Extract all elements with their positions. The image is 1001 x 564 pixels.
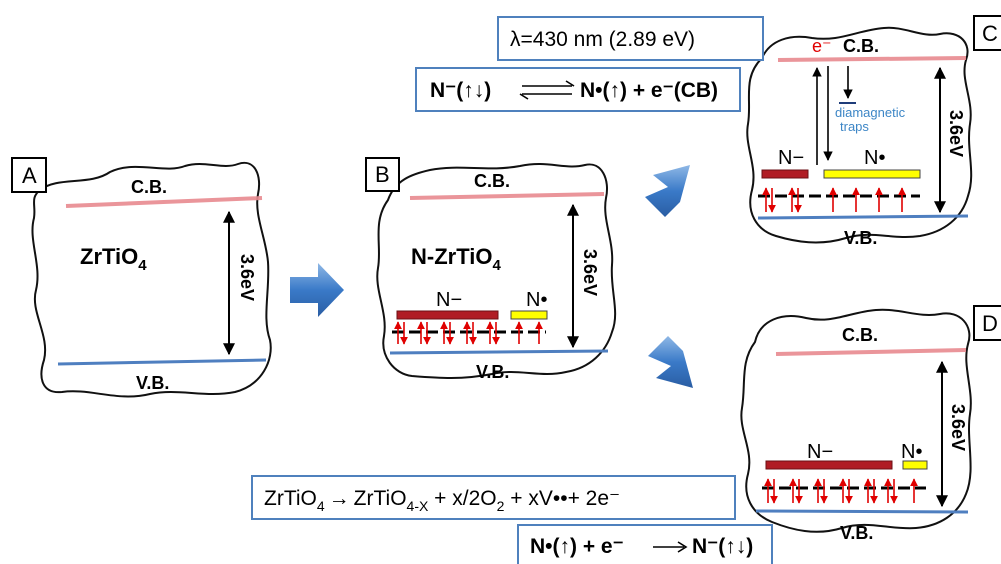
reduction-equation: ZrTiO4 → ZrTiO4-X + x/2O2 + xV••+ 2e⁻ [264, 487, 620, 514]
material-label-a: ZrTiO4 [80, 244, 147, 274]
reaction-top-right: N•(↑) + e⁻(CB) [580, 79, 718, 102]
n-dot-label-d: N• [901, 441, 922, 463]
panel-label-a: A [22, 163, 37, 188]
n-minus-level-b [396, 310, 499, 320]
panel-d: C.B. V.B. 3.6eV N− N• [740, 308, 972, 543]
process-arrow-a-to-b [290, 263, 344, 317]
n-dot-label-c: N• [864, 147, 885, 169]
n-minus-label-b: N− [436, 289, 462, 311]
material-label-b: N-ZrTiO4 [411, 244, 501, 274]
conduction-band-b [409, 192, 605, 200]
process-arrow-b-to-c [645, 165, 690, 217]
vb-label-a: V.B. [136, 373, 169, 393]
spin-pairs-b [394, 321, 543, 345]
panel-label-box-d [973, 305, 1001, 341]
n-dot-level-c [823, 169, 921, 179]
wavelength-box: λ=430 nm (2.89 eV) [497, 16, 764, 61]
panel-label-box-b [365, 157, 400, 192]
reduction-box: ZrTiO4 → ZrTiO4-X + x/2O2 + xV••+ 2e⁻ [251, 475, 736, 520]
gap-label-b: 3.6eV [580, 249, 600, 296]
forward-arrow [653, 541, 688, 553]
panel-label-c: C [982, 21, 998, 46]
panel-b: C.B. V.B. N-ZrTiO4 3.6eV N− N• [376, 163, 617, 382]
n-minus-level-d [765, 460, 893, 470]
photo-ionization-box: N⁻(↑↓) N•(↑) + e⁻(CB) [415, 67, 741, 112]
n-dot-level-b [510, 310, 548, 320]
vb-label-c: V.B. [844, 228, 877, 248]
reaction-bottom-right: N⁻(↑↓) [692, 535, 753, 558]
spin-pairs-d [764, 478, 918, 504]
gap-label-a: 3.6eV [237, 254, 257, 301]
particle-outline-b [376, 163, 617, 379]
recombination-box: N•(↑) + e⁻ N⁻(↑↓) [517, 524, 773, 564]
gap-label-c: 3.6eV [946, 110, 966, 157]
panel-label-box-a [11, 157, 47, 193]
particle-outline-d [740, 308, 972, 533]
valence-band-d [755, 509, 969, 514]
n-minus-level-c [761, 169, 809, 179]
conduction-band-c [777, 56, 967, 62]
valence-band-a [57, 358, 267, 366]
panel-label-box-c [973, 15, 1001, 51]
n-minus-label-d: N− [807, 441, 833, 463]
n-minus-label-c: N− [778, 147, 804, 169]
process-arrow-b-to-d [648, 336, 693, 388]
cb-label-d: C.B. [842, 325, 878, 345]
conduction-band-d [775, 348, 967, 356]
cb-label-b: C.B. [474, 171, 510, 191]
electron-label-c: e⁻ [812, 36, 832, 56]
traps-label-c: diamagnetic traps [835, 105, 906, 134]
particle-outline-c [746, 26, 973, 244]
reaction-bottom-left: N•(↑) + e⁻ [530, 535, 624, 558]
particle-outline-a [31, 161, 272, 398]
cb-label-a: C.B. [131, 177, 167, 197]
panel-label-b: B [375, 162, 390, 187]
cb-label-c: C.B. [843, 36, 879, 56]
valence-band-c [757, 214, 969, 220]
equilibrium-arrow [519, 80, 575, 100]
gap-label-d: 3.6eV [948, 404, 968, 451]
valence-band-b [389, 349, 609, 355]
vb-label-d: V.B. [840, 523, 873, 543]
conduction-band-a [65, 196, 263, 208]
panel-c: C.B. V.B. e⁻ 3.6eV diamagnetic traps N− N… [746, 26, 973, 248]
n-dot-level-d [902, 460, 928, 470]
panel-a: C.B. V.B. ZrTiO4 3.6eV [31, 161, 272, 398]
vb-label-b: V.B. [476, 362, 509, 382]
panel-label-d: D [982, 311, 998, 336]
n-dot-label-b: N• [526, 289, 547, 311]
wavelength-text: λ=430 nm (2.89 eV) [510, 28, 695, 51]
reaction-top-left: N⁻(↑↓) [430, 79, 491, 102]
spin-arrows-c [762, 187, 906, 213]
